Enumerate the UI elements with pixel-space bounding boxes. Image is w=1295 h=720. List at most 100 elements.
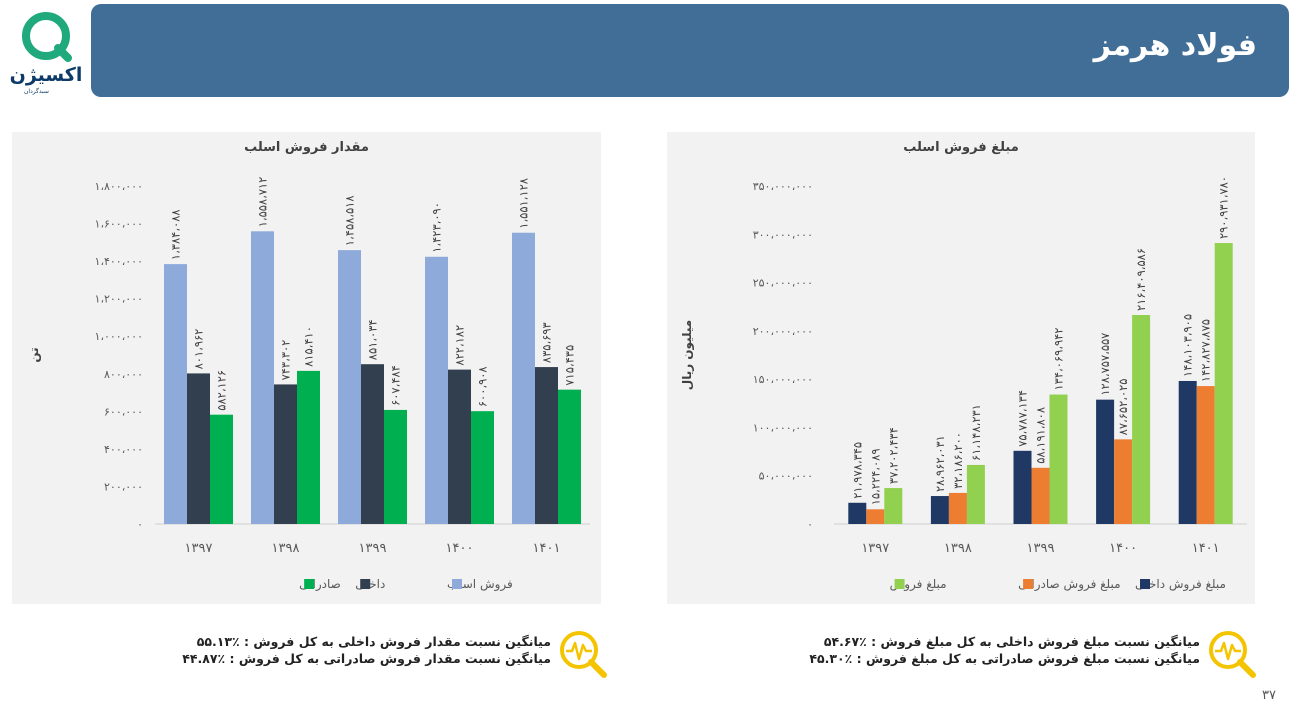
x-tick-label: ۱۳۹۹ [1027,541,1055,556]
page-number: ۳۷ [1262,688,1276,703]
x-tick-label: ۱۳۹۷ [861,541,889,556]
data-label: ۱۵،۲۲۴،۰۸۹ [868,448,882,505]
legend-swatch [1023,579,1034,589]
y-axis-label: میلیون ریال [680,320,695,390]
data-label: ۸۳۵،۶۹۳ [540,322,554,363]
chart-title: مبلغ فروش اسلب [903,140,1019,155]
data-label: ۲۸،۹۶۲،۰۳۱ [933,435,947,492]
y-tick-label: ۱۵۰،۰۰۰،۰۰۰ [753,373,813,386]
analytics-magnifier-icon [1206,628,1258,680]
page-title: فولاد هرمز [1093,28,1257,63]
x-tick-label: ۱۴۰۱ [1192,541,1220,556]
bar [1214,243,1233,524]
data-label: ۵۸،۱۹۱،۸۰۸ [1034,407,1048,464]
data-label: ۲۱۶،۴۰۹،۵۸۶ [1134,248,1148,311]
title-banner: فولاد هرمز [91,4,1289,97]
legend-swatch [1140,579,1150,589]
bar [1049,394,1068,524]
data-label: ۸۷،۶۵۲،۰۲۵ [1116,379,1130,436]
legend-swatch [894,579,905,589]
logo-text: اکسیژن [9,64,83,86]
data-label: ۱،۳۸۴،۰۸۸ [169,209,183,260]
y-tick-label: ۳۵۰،۰۰۰،۰۰۰ [753,180,813,193]
summary-line: میانگین نسبت مبلغ فروش صادراتی به کل مبل… [809,651,1200,666]
bar [1178,380,1197,524]
bar [512,232,535,524]
bar [1114,439,1133,524]
bar [210,414,233,524]
summary-line: میانگین نسبت مقدار فروش صادراتی به کل فر… [182,651,551,666]
data-label: ۷۱۵،۴۳۵ [563,345,577,386]
bar [848,502,867,524]
y-tick-label: ۲۵۰،۰۰۰،۰۰۰ [753,277,813,290]
x-tick-label: ۱۳۹۷ [185,541,213,556]
logo-subtext: سبدگردان [24,88,49,95]
data-label: ۸۲۲،۱۸۲ [453,325,467,366]
bar [558,389,581,524]
x-tick-label: ۱۳۹۹ [359,541,387,556]
summary-sales-amount: میانگین نسبت مبلغ فروش داخلی به کل مبلغ … [780,633,1200,667]
sales-amount-chart: مبلغ فروش اسلب میلیون ریال ۰ ۵۰،۰۰۰،۰۰۰ ۱۰۰،… [680,140,1247,592]
y-tick-label: ۰ [807,518,813,531]
y-tick-label: ۱۰۰،۰۰۰،۰۰۰ [753,421,813,434]
bar [1132,315,1151,524]
x-tick-label: ۱۳۹۸ [944,541,972,556]
y-tick-label: ۱،۸۰۰،۰۰۰ [95,180,143,193]
y-tick-label: ۱،۶۰۰،۰۰۰ [95,218,143,231]
x-tick-label: ۱۴۰۱ [533,541,561,556]
data-label: ۶۰۷،۴۸۴ [389,365,403,406]
bar [361,364,384,524]
chart-panel-sales-amount: مبلغ فروش اسلب میلیون ریال ۰ ۵۰،۰۰۰،۰۰۰ ۱۰۰،… [667,132,1255,604]
bar [338,250,361,524]
y-tick-label: ۰ [137,518,143,531]
data-label: ۱۴۸،۱۰۳،۹۰۵ [1181,314,1195,377]
data-label: ۵۸۲،۱۲۶ [215,370,229,411]
data-label: ۷۴۳،۳۰۲ [279,340,293,381]
data-label: ۲۱،۹۷۸،۳۴۵ [850,442,864,499]
y-tick-label: ۱،۲۰۰،۰۰۰ [95,293,143,306]
data-label: ۱،۵۵۱،۱۲۸ [517,178,531,229]
x-tick-label: ۱۴۰۰ [446,541,474,556]
legend-label: مبلغ فروش صادراتی [1018,577,1121,592]
bar [251,231,274,524]
y-tick-label: ۴۰۰،۰۰۰ [104,443,143,456]
analytics-magnifier-icon [557,628,609,680]
y-tick-label: ۱،۰۰۰،۰۰۰ [95,330,143,343]
data-label: ۳۲،۱۸۶،۲۰۰ [951,432,965,489]
data-label: ۳۷،۲۰۲،۴۳۴ [886,427,900,484]
data-label: ۶۱،۱۴۸،۲۳۱ [969,404,983,461]
y-tick-label: ۲۰۰،۰۰۰ [104,480,143,493]
bar [384,409,407,524]
chart-panel-sales-quantity: مقدار فروش اسلب تن ۰ ۲۰۰،۰۰۰ ۴۰۰،۰۰۰ ۶۰۰،۰۰۰ ۸… [12,132,601,604]
data-label: ۱،۴۵۸،۵۱۸ [343,195,357,246]
data-label: ۱۴۲،۸۲۷،۸۷۵ [1199,319,1213,382]
data-label: ۱۲۸،۷۵۷،۵۵۷ [1098,333,1112,396]
y-tick-label: ۸۰۰،۰۰۰ [104,368,143,381]
summary-line: میانگین نسبت مبلغ فروش داخلی به کل مبلغ … [823,634,1200,649]
bar [884,488,903,524]
bar [425,256,448,524]
company-logo: اکسیژن سبدگردان [6,8,86,98]
bar [471,411,494,524]
y-tick-label: ۵۰،۰۰۰،۰۰۰ [759,470,813,483]
data-label: ۱،۴۲۳،۰۹۰ [430,202,444,253]
x-tick-label: ۱۴۰۰ [1109,541,1137,556]
data-label: ۸۱۵،۴۱۰ [302,326,316,367]
summary-line: میانگین نسبت مقدار فروش داخلی به کل فروش… [196,634,551,649]
bar [448,369,471,524]
data-label: ۲۹۰،۹۳۱،۷۸۰ [1217,176,1231,239]
bar [164,264,187,524]
bar [930,496,949,524]
legend-swatch [360,579,371,589]
legend-label: فروش اسلب [447,577,513,592]
bar [1196,386,1215,524]
bar [948,492,967,524]
data-label: ۱،۵۵۸،۷۱۲ [256,177,270,228]
data-label: ۸۵۱،۰۳۴ [366,319,380,360]
data-label: ۷۵،۷۸۷،۱۳۴ [1016,390,1030,447]
logo-mark-icon [22,12,72,62]
legend-label: مبلغ فروش داخلی [1135,577,1226,592]
data-label: ۱۳۴،۰۶۹،۹۴۲ [1052,328,1066,391]
bar [966,464,985,524]
y-tick-label: ۱،۴۰۰،۰۰۰ [95,255,143,268]
